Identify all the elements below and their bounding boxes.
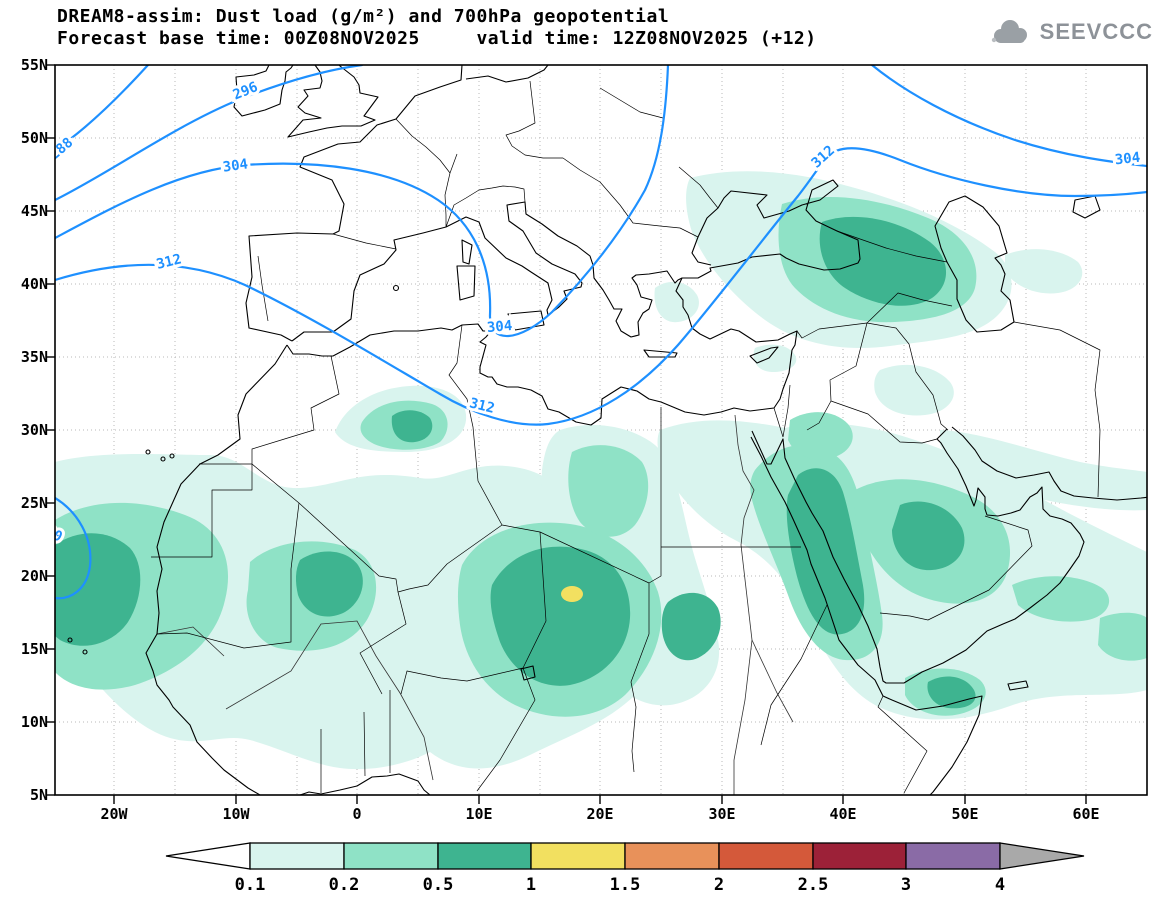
colorbar: 0.1 0.2 0.5 1 1.5 2 2.5 3 4 <box>165 842 1085 895</box>
dust-layer-0p5 <box>55 216 976 709</box>
colorbar-label: 2.5 <box>798 875 829 895</box>
chart-title-line1: DREAM8-assim: Dust load (g/m²) and 700hP… <box>57 6 670 27</box>
colorbar-segment <box>437 842 532 870</box>
colorbar-segment <box>624 842 720 870</box>
contour-label-304-west: 304 <box>222 156 249 175</box>
colorbar-segment <box>343 842 439 870</box>
lon-label: 30E <box>708 805 735 823</box>
lat-label: 25N <box>21 494 48 512</box>
lon-label: 10W <box>222 805 250 823</box>
lat-label: 20N <box>21 567 48 585</box>
contour-label-296: 296 <box>231 79 260 103</box>
contour-label-312-west: 312 <box>155 251 183 273</box>
geopotential-contours <box>55 65 1147 600</box>
lon-label: 60E <box>1072 805 1099 823</box>
rivers <box>156 414 794 795</box>
lon-label: 20E <box>586 805 613 823</box>
colorbar-label: 3 <box>901 875 911 895</box>
lat-label: 45N <box>21 202 48 220</box>
contour-label-312-east: 312 <box>809 143 839 172</box>
coastlines <box>67 65 1147 795</box>
lon-label: 50E <box>951 805 978 823</box>
lat-label: 15N <box>21 640 48 658</box>
colorbar-label: 2 <box>714 875 724 895</box>
longitude-axis: 20W 10W 0 10E 20E 30E 40E 50E 60E <box>100 805 1099 823</box>
country-borders <box>151 80 1101 794</box>
contour-label-312-mid: 312 <box>468 395 496 417</box>
colorbar-right-arrow <box>999 842 1085 870</box>
seevccc-logo: SEEVCCC <box>987 16 1153 48</box>
colorbar-left-arrow <box>165 842 251 870</box>
axis-ticks <box>46 64 1087 804</box>
colorbar-segment <box>905 842 1001 870</box>
lon-label: 0 <box>352 805 361 823</box>
colorbar-label: 1.5 <box>610 875 641 895</box>
lat-label: 50N <box>21 129 48 147</box>
colorbar-tick-labels: 0.1 0.2 0.5 1 1.5 2 2.5 3 4 <box>235 875 1005 895</box>
lat-label: 35N <box>21 348 48 366</box>
lat-label: 40N <box>21 275 48 293</box>
chart-title-line2: Forecast base time: 00Z08NOV2025 valid t… <box>57 28 817 49</box>
colorbar-segment <box>718 842 814 870</box>
colorbar-segment <box>812 842 907 870</box>
seevccc-cloud-icon <box>991 20 1027 43</box>
colorbar-label: 0.2 <box>329 875 360 895</box>
lat-label: 10N <box>21 713 48 731</box>
colorbar-segment <box>249 842 345 870</box>
lon-label: 20W <box>100 805 128 823</box>
latitude-axis: 55N 50N 45N 40N 35N 30N 25N 20N 15N 10N … <box>21 56 48 804</box>
contour-label-304-mid: 304 <box>486 318 513 336</box>
seevccc-logo-text: SEEVCCC <box>1039 19 1153 44</box>
colorbar-label: 4 <box>995 875 1005 895</box>
lat-label: 55N <box>21 56 48 74</box>
lon-label: 10E <box>465 805 492 823</box>
contour-label-304-east: 304 <box>1114 150 1141 169</box>
colorbar-label: 0.5 <box>423 875 454 895</box>
colorbar-label: 1 <box>526 875 536 895</box>
colorbar-segment <box>530 842 626 870</box>
lat-label: 30N <box>21 421 48 439</box>
lat-label: 5N <box>30 786 48 804</box>
colorbar-label: 0.1 <box>235 875 266 895</box>
lon-label: 40E <box>829 805 856 823</box>
dust-layer-1p0 <box>561 586 583 602</box>
